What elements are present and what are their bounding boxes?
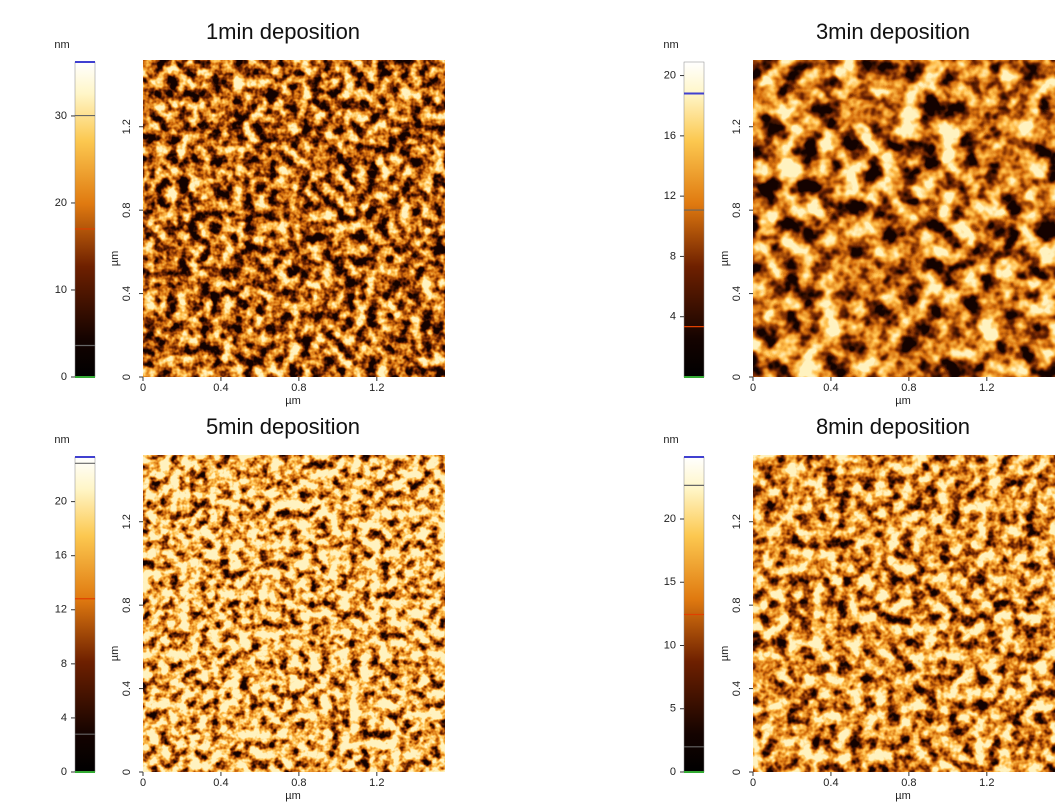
colorbar-tick-label: 4 [61, 712, 67, 724]
y-tick-label: 0.4 [731, 681, 743, 696]
y-tick-label: 1.2 [731, 514, 743, 529]
colorbar-tick-label: 12 [664, 190, 676, 202]
colorbar-unit: nm [54, 39, 69, 51]
x-tick-label: 0.4 [823, 382, 838, 394]
y-axis-label: µm [719, 251, 731, 267]
panel-title: 3min deposition [816, 19, 970, 44]
y-tick-label: 0.4 [121, 681, 133, 696]
afm-image [753, 455, 1055, 772]
y-tick-label: 0 [731, 769, 743, 775]
colorbar-tick-label: 30 [55, 110, 67, 122]
x-tick-label: 0 [140, 777, 146, 789]
afm-image [143, 60, 445, 377]
x-tick-label: 0.4 [213, 777, 228, 789]
x-tick-label: 0 [140, 382, 146, 394]
colorbar-tick-label: 16 [55, 550, 67, 562]
colorbar-tick-label: 10 [55, 284, 67, 296]
y-axis-label: µm [109, 646, 121, 662]
y-tick-label: 0.8 [121, 598, 133, 613]
y-tick-label: 1.2 [121, 119, 133, 134]
x-tick-label: 0 [750, 777, 756, 789]
x-tick-label: 0.4 [823, 777, 838, 789]
y-axis-label: µm [719, 646, 731, 662]
y-tick-label: 0 [731, 374, 743, 380]
x-tick-label: 0 [750, 382, 756, 394]
colorbar [74, 456, 96, 773]
y-tick-label: 0.8 [121, 203, 133, 218]
colorbar-tick-label: 20 [664, 513, 676, 525]
colorbar [74, 61, 96, 378]
y-tick-label: 0 [121, 769, 133, 775]
x-tick-label: 1.2 [369, 382, 384, 394]
x-axis-label: µm [895, 790, 911, 802]
y-tick-label: 1.2 [121, 514, 133, 529]
colorbar-tick-label: 0 [61, 371, 67, 383]
colorbar-tick-label: 15 [664, 576, 676, 588]
x-tick-label: 1.2 [979, 382, 994, 394]
y-tick-label: 0.4 [121, 286, 133, 301]
panel-title: 1min deposition [206, 19, 360, 44]
x-tick-label: 1.2 [979, 777, 994, 789]
colorbar-tick-label: 10 [664, 639, 676, 651]
colorbar-tick-label: 4 [670, 311, 676, 323]
colorbar-tick-label: 0 [670, 766, 676, 778]
colorbar [683, 61, 705, 378]
panel-title: 5min deposition [206, 414, 360, 439]
x-tick-label: 0.8 [901, 382, 916, 394]
x-axis-label: µm [285, 790, 301, 802]
colorbar-tick-label: 16 [664, 130, 676, 142]
x-axis-label: µm [285, 395, 301, 407]
y-tick-label: 0.4 [731, 286, 743, 301]
colorbar-tick-label: 12 [55, 604, 67, 616]
x-axis-label: µm [895, 395, 911, 407]
colorbar-tick-label: 8 [670, 250, 676, 262]
y-tick-label: 1.2 [731, 119, 743, 134]
afm-image [143, 455, 445, 772]
colorbar-tick-label: 0 [61, 766, 67, 778]
colorbar-unit: nm [54, 434, 69, 446]
x-tick-label: 0.4 [213, 382, 228, 394]
afm-image [753, 60, 1055, 377]
y-axis-label: µm [109, 251, 121, 267]
y-tick-label: 0.8 [731, 203, 743, 218]
colorbar-unit: nm [663, 39, 678, 51]
x-tick-label: 0.8 [901, 777, 916, 789]
y-tick-label: 0.8 [731, 598, 743, 613]
y-tick-label: 0 [121, 374, 133, 380]
x-tick-label: 0.8 [291, 777, 306, 789]
colorbar-tick-label: 20 [664, 69, 676, 81]
colorbar-tick-label: 5 [670, 703, 676, 715]
x-tick-label: 1.2 [369, 777, 384, 789]
panel-title: 8min deposition [816, 414, 970, 439]
colorbar-tick-label: 8 [61, 658, 67, 670]
colorbar-unit: nm [663, 434, 678, 446]
colorbar-tick-label: 20 [55, 197, 67, 209]
x-tick-label: 0.8 [291, 382, 306, 394]
colorbar-tick-label: 20 [55, 496, 67, 508]
